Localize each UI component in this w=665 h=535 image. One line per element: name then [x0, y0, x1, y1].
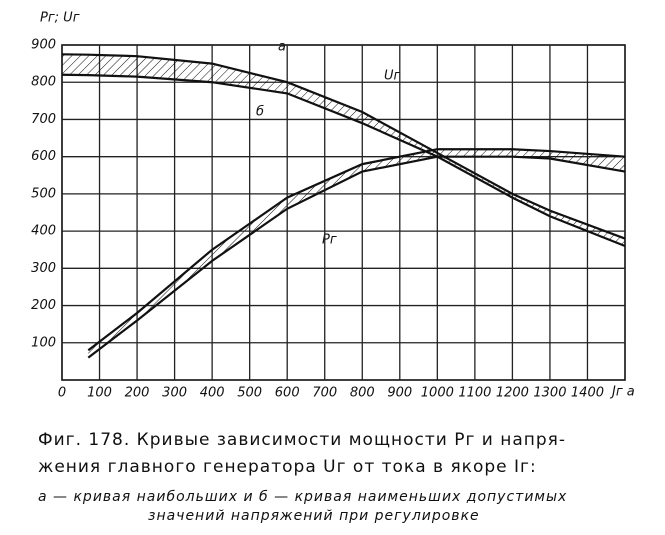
- band-hatch: [62, 54, 625, 246]
- x-tick-label: 1100: [458, 386, 491, 401]
- y-tick-label: 600: [31, 149, 56, 164]
- x-tick-label: 100: [87, 386, 112, 401]
- note: значений напряжений при регулировке: [148, 508, 480, 524]
- series-label: б: [256, 105, 264, 120]
- x-tick-label: 1200: [496, 386, 529, 401]
- y-tick-label: 100: [31, 335, 56, 350]
- x-tick-label: 200: [125, 386, 150, 401]
- annotation: Pг: [322, 233, 337, 248]
- x-tick-label: 900: [387, 386, 412, 401]
- annotation: Uг: [384, 69, 401, 84]
- series-label: а: [278, 40, 286, 55]
- series-line: [61, 73, 626, 248]
- caption: жения главного генератора Uг от тока в я…: [38, 457, 537, 477]
- series-line: [61, 53, 626, 240]
- x-tick-label: 1300: [533, 386, 566, 401]
- y-tick-label: 500: [31, 186, 56, 201]
- x-tick-label: 500: [237, 386, 262, 401]
- y-axis-label: Pг; Uг: [40, 11, 80, 26]
- caption: Фиг. 178. Кривые зависимости мощности Pг…: [38, 430, 566, 450]
- x-tick-label: 1400: [571, 386, 604, 401]
- x-tick-label: 300: [162, 386, 187, 401]
- y-tick-label: 300: [31, 261, 56, 276]
- series-line: [87, 155, 626, 359]
- y-tick-label: 700: [31, 112, 56, 127]
- x-tick-label: 800: [350, 386, 375, 401]
- x-tick-label: 1000: [421, 386, 454, 401]
- band-hatch: [88, 149, 626, 358]
- x-tick-label: 0: [58, 386, 66, 401]
- series-line: [87, 148, 626, 352]
- x-tick-label: 700: [312, 386, 337, 401]
- y-tick-label: 400: [31, 224, 56, 239]
- y-tick-label: 800: [31, 75, 56, 90]
- x-tick-label: 600: [275, 386, 300, 401]
- y-tick-label: 200: [31, 298, 56, 313]
- x-axis-label: Jг а: [609, 385, 635, 400]
- x-tick-label: 400: [200, 386, 225, 401]
- note: а — кривая наибольших и б — кривая наиме…: [38, 489, 567, 505]
- y-tick-label: 900: [31, 38, 56, 53]
